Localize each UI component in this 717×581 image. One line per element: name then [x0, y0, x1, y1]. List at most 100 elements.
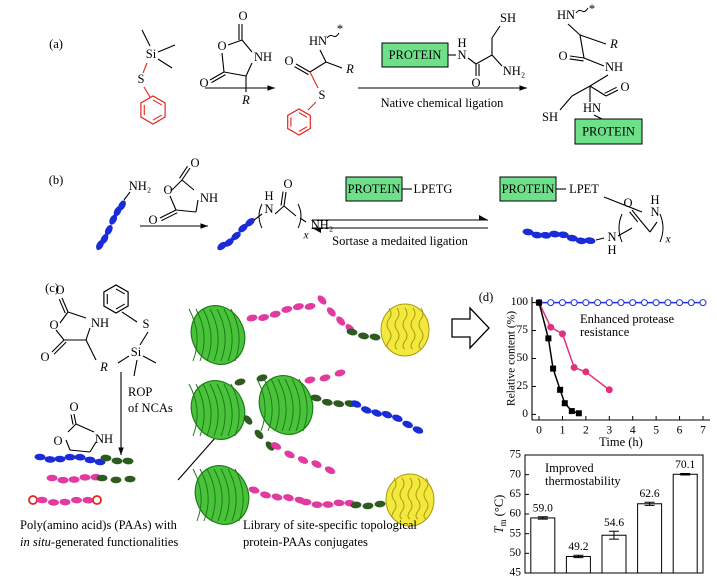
label: N: [264, 202, 273, 216]
point: [652, 299, 660, 307]
polymer-bead: [122, 457, 134, 465]
bond: [161, 212, 178, 222]
point: [640, 299, 648, 307]
label: NH₂: [129, 179, 151, 193]
polymer-bead: [540, 231, 552, 239]
label: N: [607, 230, 616, 244]
polymer-bead: [224, 238, 234, 247]
polymer-bead: [333, 400, 345, 408]
value-label: 70.1: [675, 459, 695, 471]
label: HN: [583, 101, 601, 115]
polymer-bead: [48, 499, 59, 506]
bond: [649, 221, 658, 233]
polymer-bead: [82, 496, 94, 504]
barrel-strand: [284, 378, 294, 432]
polymer-bead: [109, 214, 118, 225]
bond: [69, 449, 91, 453]
bond: [59, 311, 69, 324]
x-tick-label: 4: [630, 425, 636, 437]
protein-label: PROTEIN: [502, 182, 555, 196]
label: LPET: [569, 182, 599, 196]
helix-coil: [386, 307, 392, 350]
polymer-bead: [46, 474, 58, 482]
point: [605, 386, 613, 394]
label: O: [199, 76, 208, 90]
bond: [559, 95, 573, 111]
arrow-head: [200, 223, 208, 229]
y-axis-label-sub: m: [498, 519, 508, 526]
polymer-bead: [321, 398, 333, 406]
label: O: [148, 213, 157, 227]
barrel-strand: [216, 308, 226, 362]
bond: [209, 71, 225, 81]
polymer-bead: [324, 466, 336, 475]
x-tick-label: 6: [677, 425, 683, 437]
point: [545, 335, 552, 342]
bond: [75, 423, 95, 433]
bond: [195, 199, 199, 213]
label: Library of site-specific topological: [243, 518, 417, 532]
label: NH: [254, 50, 272, 64]
label: O: [284, 54, 293, 68]
point: [594, 299, 602, 307]
label: R: [99, 360, 108, 374]
label: O: [163, 183, 172, 197]
bracket: [618, 213, 623, 243]
label: Si: [131, 345, 142, 359]
helix-coil: [415, 477, 421, 520]
error-bar: [537, 516, 548, 520]
y-tick-label: 45: [510, 567, 522, 579]
label: O: [53, 434, 62, 448]
label: O: [623, 196, 632, 210]
polymer-bead: [246, 314, 258, 322]
bond: [70, 414, 74, 425]
point: [550, 365, 557, 372]
y-tick-label: 60: [510, 508, 522, 520]
caption: in situ-generated functionalities: [20, 535, 178, 549]
y-tick-label: 75: [510, 449, 522, 461]
polymer-bead: [238, 223, 248, 233]
polymer-bead: [283, 494, 294, 502]
polymer-bead: [350, 400, 362, 408]
polymer-bead: [311, 460, 322, 468]
arrow-head: [267, 85, 275, 91]
polymer-bead: [74, 453, 86, 461]
arrow-head: [118, 447, 124, 455]
bond: [221, 52, 225, 73]
polymer-bead: [96, 474, 108, 482]
barrel-strand: [195, 383, 205, 437]
bond: [325, 61, 343, 69]
polymer-bead: [310, 394, 322, 402]
label: S: [143, 317, 150, 331]
bond: [589, 74, 609, 87]
bond: [152, 99, 163, 106]
protein-label: PROTEIN: [389, 48, 442, 62]
polymer-bead: [381, 410, 393, 419]
barrel-strand: [277, 378, 287, 432]
label: *: [589, 2, 595, 16]
caption-text: -generated functionalities: [51, 535, 179, 549]
y-tick-label: 70: [510, 468, 522, 480]
bond: [211, 74, 226, 84]
bond: [181, 179, 195, 191]
label: NH: [91, 316, 109, 330]
bond: [58, 298, 66, 314]
barrel-strand: [202, 308, 212, 362]
label: O: [283, 177, 292, 191]
barrel-strand: [298, 378, 308, 432]
label: SH: [542, 110, 558, 124]
polymer-bead: [333, 499, 345, 507]
bond: [294, 66, 309, 76]
point: [699, 299, 707, 307]
polymer-bead: [322, 501, 334, 508]
polymer-bead: [326, 307, 336, 317]
bar: [530, 517, 556, 574]
polymer-bead: [358, 332, 369, 340]
label: x: [664, 234, 671, 246]
barrel-strand: [209, 383, 219, 437]
label: Native chemical ligation: [381, 96, 505, 110]
bond: [567, 23, 581, 36]
polymer-bead: [260, 491, 271, 499]
polymer-bead: [245, 217, 255, 227]
label: O: [69, 400, 78, 414]
